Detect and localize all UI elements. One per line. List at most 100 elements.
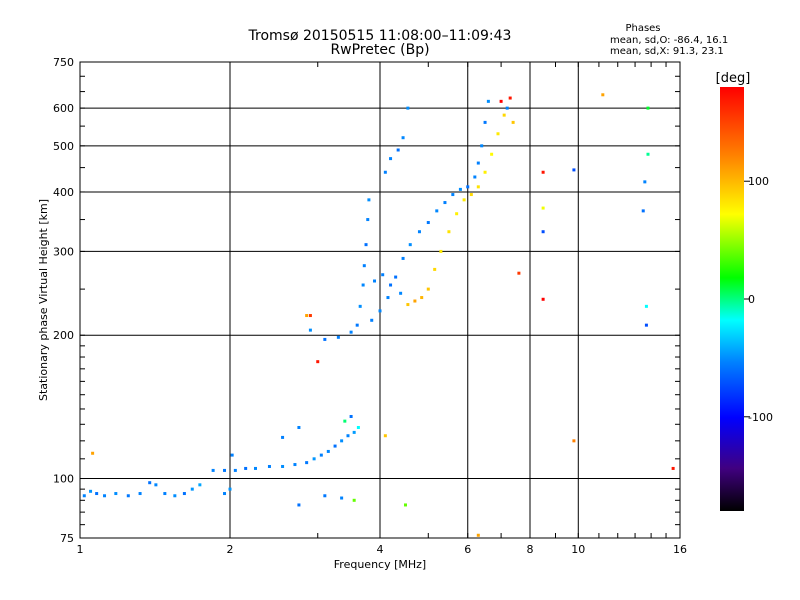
data-point [89, 489, 93, 493]
data-point [297, 425, 301, 429]
data-point [476, 185, 480, 189]
data-point [399, 291, 403, 295]
data-point [267, 464, 271, 468]
data-point [182, 492, 186, 496]
data-point [443, 201, 447, 205]
chart-title: Tromsø 20150515 11:08:00–11:09:43 [248, 28, 512, 44]
y-tick-label: 200 [53, 329, 74, 342]
data-point [601, 93, 605, 97]
data-point [406, 303, 410, 307]
data-point [352, 430, 356, 434]
data-point [352, 498, 356, 502]
data-point [541, 206, 545, 210]
data-point [480, 144, 484, 148]
data-point [173, 494, 177, 498]
data-point [316, 360, 320, 364]
data-point [233, 468, 237, 472]
colorbar-label: [deg] [716, 71, 751, 86]
data-point [323, 337, 327, 341]
data-point [163, 492, 167, 496]
chart-subtitle: RwPretec (Bp) [330, 42, 429, 58]
data-point [343, 419, 347, 423]
data-point [511, 120, 515, 124]
data-point [319, 453, 323, 457]
y-tick-label: 100 [53, 473, 74, 486]
data-point [312, 457, 316, 461]
data-point [643, 180, 647, 184]
data-point [340, 496, 344, 500]
data-point [361, 283, 365, 287]
data-point [198, 483, 202, 487]
data-point [103, 494, 107, 498]
data-point [541, 297, 545, 301]
data-point [572, 439, 576, 443]
data-point [293, 463, 297, 467]
data-point [340, 439, 344, 443]
data-point [126, 494, 130, 498]
data-point [362, 264, 366, 268]
data-point [326, 449, 330, 453]
data-point [154, 483, 158, 487]
y-tick-label: 500 [53, 140, 74, 153]
data-point [356, 425, 360, 429]
data-point [572, 168, 576, 172]
data-point [211, 468, 215, 472]
data-point [646, 106, 650, 110]
data-point [383, 434, 387, 438]
data-point [451, 193, 455, 197]
data-point [373, 279, 377, 283]
data-point [447, 230, 451, 234]
data-point [281, 464, 285, 468]
data-point [148, 481, 152, 485]
stats-x-line: mean, sd,X: 91.3, 23.1 [610, 46, 724, 57]
data-point [433, 267, 437, 271]
data-point [305, 461, 309, 465]
data-point [462, 198, 466, 202]
data-point [476, 161, 480, 165]
x-tick-label: 16 [673, 543, 687, 556]
data-point [458, 187, 462, 191]
data-point [389, 283, 393, 287]
data-point [413, 299, 417, 303]
x-tick-label: 6 [464, 543, 471, 556]
x-tick-label: 10 [571, 543, 585, 556]
data-point [308, 328, 312, 332]
data-point [394, 275, 398, 279]
data-point [281, 435, 285, 439]
data-point [383, 170, 387, 174]
data-point [355, 323, 359, 327]
data-point [420, 296, 424, 300]
data-point [403, 503, 407, 507]
data-point [386, 296, 390, 300]
colorbar-tick-label: 100 [748, 175, 769, 188]
data-point [644, 304, 648, 308]
grid [80, 62, 680, 538]
data-point [476, 533, 480, 537]
data-point [490, 152, 494, 156]
data-point [406, 106, 410, 110]
data-point [190, 487, 194, 491]
y-tick-label: 750 [53, 56, 74, 69]
data-point [389, 157, 393, 161]
data-point [417, 230, 421, 234]
data-point [396, 148, 400, 152]
data-point [469, 193, 473, 197]
data-point [499, 99, 503, 103]
data-point [223, 468, 227, 472]
data-point [323, 494, 327, 498]
data-point [367, 198, 371, 202]
data-point [483, 170, 487, 174]
data-point [364, 243, 368, 247]
data-point [381, 273, 385, 277]
data-point [230, 453, 234, 457]
y-axis-label: Stationary phase Virtual Height [km] [37, 199, 50, 401]
data-point [297, 503, 301, 507]
data-point [644, 323, 648, 327]
data-point [336, 335, 340, 339]
x-tick-label: 2 [227, 543, 234, 556]
stats-header: Phases [625, 23, 660, 34]
data-point [473, 175, 477, 179]
data-point [541, 170, 545, 174]
data-point [366, 218, 370, 222]
